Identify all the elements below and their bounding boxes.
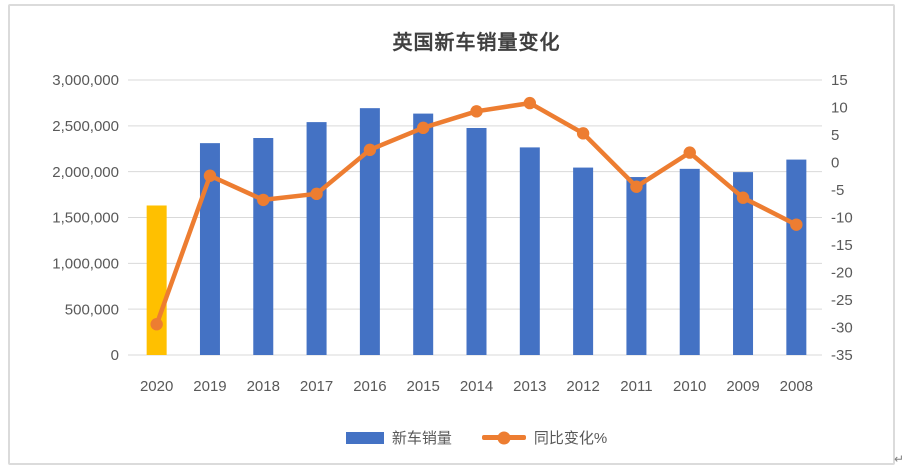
x-axis-category-label: 2017 (300, 378, 333, 395)
yoy-point-2016[interactable] (363, 143, 377, 157)
legend-bar-label: 新车销量 (391, 430, 452, 447)
legend-item-sales[interactable]: 新车销量 (345, 427, 452, 448)
yoy-point-2011[interactable] (630, 180, 643, 193)
y-axis-left-tick-label: 500,000 (65, 301, 119, 318)
bar-2012[interactable] (573, 167, 594, 355)
y-axis-right-tick-label: -5 (831, 182, 844, 199)
x-axis-category-label: 2010 (673, 378, 706, 395)
y-axis-right-tick-label: 0 (831, 155, 839, 172)
yoy-point-2008[interactable] (790, 218, 803, 231)
x-axis-category-label: 2011 (620, 378, 652, 395)
x-axis-category-label: 2014 (460, 378, 493, 395)
y-axis-right-tick-label: 10 (831, 100, 848, 117)
y-axis-right-tick-label: 5 (831, 127, 839, 144)
y-axis-left-tick-label: 2,500,000 (52, 118, 119, 135)
x-axis-category-label: 2016 (353, 378, 386, 395)
legend-line-swatch (481, 431, 526, 444)
bar-2018[interactable] (253, 138, 274, 355)
bar-2010[interactable] (679, 168, 700, 355)
bar-2009[interactable] (733, 172, 754, 355)
x-axis-category-label: 2013 (513, 378, 546, 395)
y-axis-right-tick-label: -20 (831, 265, 853, 282)
bar-2014[interactable] (466, 127, 487, 355)
y-axis-right-tick-label: -15 (831, 237, 853, 254)
yoy-point-2009[interactable] (736, 191, 750, 204)
bar-2011[interactable] (626, 177, 647, 355)
y-axis-left-tick-label: 1,000,000 (52, 256, 119, 273)
x-axis-category-label: 2019 (193, 378, 226, 395)
yoy-point-2017[interactable] (310, 187, 323, 201)
y-axis-right-tick-label: -25 (831, 292, 853, 309)
yoy-point-2015[interactable] (416, 121, 430, 135)
chart-legend: 新车销量 同比变化% (130, 427, 823, 448)
yoy-point-2010[interactable] (683, 146, 696, 159)
bar-2015[interactable] (413, 113, 434, 356)
y-axis-right-tick-label: 15 (831, 72, 848, 89)
yoy-point-2014[interactable] (470, 105, 483, 118)
x-axis-category-label: 2015 (407, 378, 440, 395)
y-axis-left-tick-label: 2,000,000 (52, 164, 119, 181)
x-axis-category-label: 2012 (566, 378, 599, 395)
y-axis-left-tick-label: 1,500,000 (52, 210, 119, 227)
y-axis-left-tick-label: 0 (111, 347, 119, 364)
legend-item-yoy[interactable]: 同比变化% (481, 427, 608, 448)
y-axis-right-tick-label: -30 (831, 320, 853, 337)
y-axis-right-tick-label: -35 (831, 347, 853, 364)
paragraph-return-mark: ↵ (894, 452, 905, 466)
x-axis-category-label: 2008 (780, 378, 813, 395)
yoy-point-2019[interactable] (203, 169, 217, 182)
legend-line-label: 同比变化% (533, 430, 608, 447)
yoy-point-2012[interactable] (576, 127, 590, 140)
yoy-point-2018[interactable] (257, 193, 270, 207)
bar-2017[interactable] (306, 122, 327, 355)
x-axis-category-label: 2009 (726, 378, 759, 395)
legend-bar-swatch (345, 431, 384, 444)
yoy-point-2013[interactable] (523, 96, 537, 110)
x-axis-category-label: 2018 (247, 378, 280, 395)
y-axis-left-tick-label: 3,000,000 (52, 72, 119, 89)
bar-2008[interactable] (786, 159, 807, 355)
chart-title: 英国新车销量变化 (392, 32, 561, 54)
yoy-point-2020[interactable] (150, 318, 163, 331)
bar-2016[interactable] (359, 108, 380, 355)
bar-2013[interactable] (519, 147, 540, 355)
bar-2020[interactable] (146, 205, 167, 355)
y-axis-right-tick-label: -10 (831, 210, 853, 227)
x-axis-category-label: 2020 (140, 378, 173, 395)
